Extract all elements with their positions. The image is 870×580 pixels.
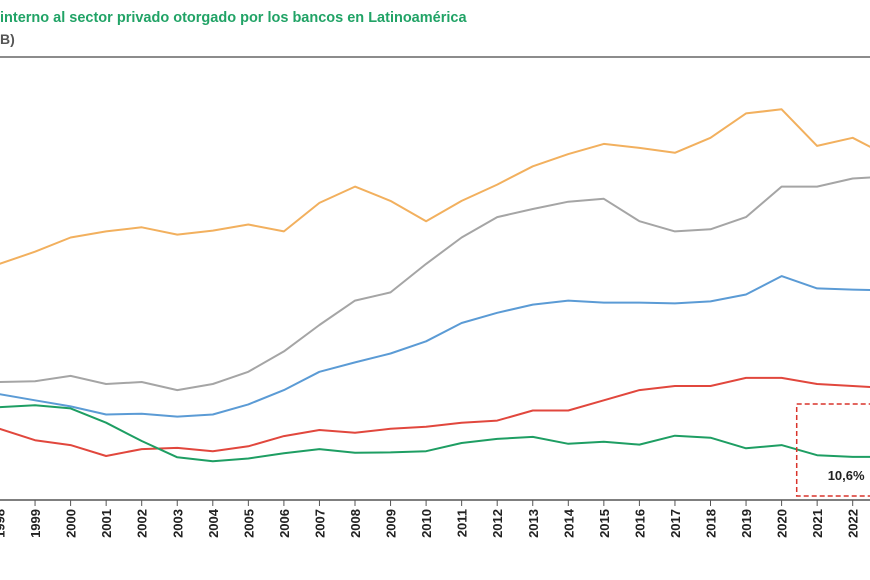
x-tick-label: 1999 <box>28 509 43 538</box>
x-tick-label: 2021 <box>810 509 825 538</box>
x-tick-label: 2010 <box>419 509 434 538</box>
x-tick-label: 2003 <box>170 509 185 538</box>
title-divider <box>0 56 870 58</box>
x-tick-label: 2005 <box>241 509 256 538</box>
x-tick-label: 2016 <box>632 509 647 538</box>
x-tick-label: 2013 <box>526 509 541 538</box>
x-tick-label: 1998 <box>0 509 8 538</box>
series-line-3 <box>0 376 870 457</box>
x-tick-label: 2008 <box>348 509 363 538</box>
x-tick-label: 2022 <box>846 509 861 538</box>
annotation-label: 10,6% <box>828 468 865 483</box>
series-line-4 <box>0 404 870 463</box>
x-tick-label: 2000 <box>64 509 79 538</box>
x-tick-label: 2002 <box>135 509 150 538</box>
x-tick-label: 2011 <box>455 509 470 537</box>
x-tick-label: 2012 <box>490 509 505 538</box>
chart-title: interno al sector privado otorgado por l… <box>0 10 467 26</box>
x-tick-label: 2001 <box>99 509 114 538</box>
series-line-0 <box>0 108 870 265</box>
series-line-1 <box>0 176 870 392</box>
annotation-box <box>795 403 870 497</box>
x-tick-label: 2019 <box>739 509 754 538</box>
series-line-2 <box>0 275 870 418</box>
x-tick-label: 2018 <box>704 509 719 538</box>
x-tick-label: 2014 <box>561 508 576 538</box>
x-tick-label: 2020 <box>775 509 790 538</box>
x-tick-label: 2007 <box>312 509 327 538</box>
x-tick-label: 2015 <box>597 509 612 538</box>
x-tick-label: 2004 <box>206 508 221 538</box>
x-tick-label: 2006 <box>277 509 292 538</box>
chart-subtitle: B) <box>0 31 15 47</box>
x-tick-label: 2017 <box>668 509 683 538</box>
x-tick-label: 2009 <box>384 509 399 538</box>
